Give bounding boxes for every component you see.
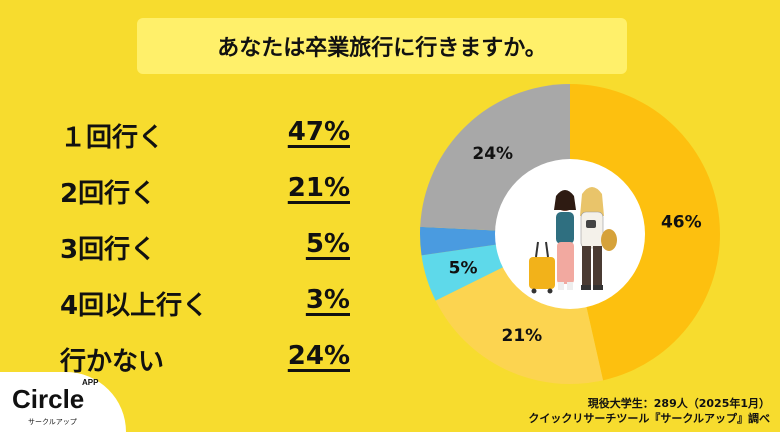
answer-percent: 21%: [287, 173, 350, 203]
logo-wordmark: Circle: [12, 384, 85, 414]
answer-percent: 47%: [287, 117, 350, 147]
chart-title: あなたは卒業旅行に行きますか。: [137, 18, 627, 74]
donut-slice-label: 21%: [502, 326, 543, 346]
backpack-icon: [601, 229, 617, 251]
travel-couple-illustration: [529, 187, 617, 294]
answer-row: 2回行く 21%: [60, 173, 360, 213]
donut-chart: 46% 21% 5% 24%: [420, 84, 720, 384]
answer-label: 4回以上行く: [60, 291, 209, 321]
donut-slice-label: 5%: [449, 258, 478, 278]
logo-app-badge: APP: [82, 378, 99, 387]
answer-label: 行かない: [60, 347, 165, 377]
answer-percent: 5%: [305, 229, 350, 259]
answer-row: １回行く 47%: [60, 117, 360, 157]
circle-app-logo: Circle APP サークルアップ: [0, 372, 126, 432]
chart-title-text: あなたは卒業旅行に行きますか。: [217, 36, 547, 61]
answer-label: 2回行く: [60, 179, 157, 209]
donut-slice: [570, 84, 720, 381]
answer-percent: 24%: [287, 341, 350, 371]
answer-row: 3回行く 5%: [60, 229, 360, 269]
answer-label: 3回行く: [60, 235, 157, 265]
answer-row: 4回以上行く 3%: [60, 285, 360, 325]
source-line: クイックリサーチツール『サークルアップ』調べ: [528, 412, 770, 425]
donut-slice-label: 46%: [661, 213, 702, 233]
donut-labels: 46% 21% 5% 24%: [449, 144, 702, 346]
suitcase-icon: [529, 257, 555, 289]
source-line: 現役大学生：289人（2025年1月）: [587, 397, 770, 410]
answer-percent: 3%: [305, 285, 350, 315]
camera-icon: [586, 220, 596, 228]
donut-slice-label: 24%: [472, 144, 513, 164]
answer-row: 行かない 24%: [60, 341, 360, 381]
source-note: 現役大学生：289人（2025年1月） クイックリサーチツール『サークルアップ』…: [528, 396, 770, 426]
answer-label: １回行く: [60, 123, 165, 153]
logo-tagline: サークルアップ: [28, 418, 77, 426]
